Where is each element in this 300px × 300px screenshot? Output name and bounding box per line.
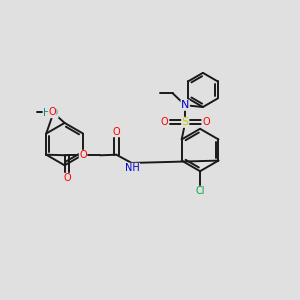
Text: O: O xyxy=(79,150,87,160)
Text: O: O xyxy=(63,173,71,183)
Text: O: O xyxy=(48,107,56,117)
Text: S: S xyxy=(182,117,189,127)
Text: N: N xyxy=(181,100,189,110)
Text: Cl: Cl xyxy=(195,186,205,196)
Text: O: O xyxy=(161,117,168,127)
Text: NH: NH xyxy=(125,163,140,173)
Text: O: O xyxy=(202,117,210,127)
Text: O: O xyxy=(112,127,120,137)
Text: HO: HO xyxy=(43,108,58,118)
